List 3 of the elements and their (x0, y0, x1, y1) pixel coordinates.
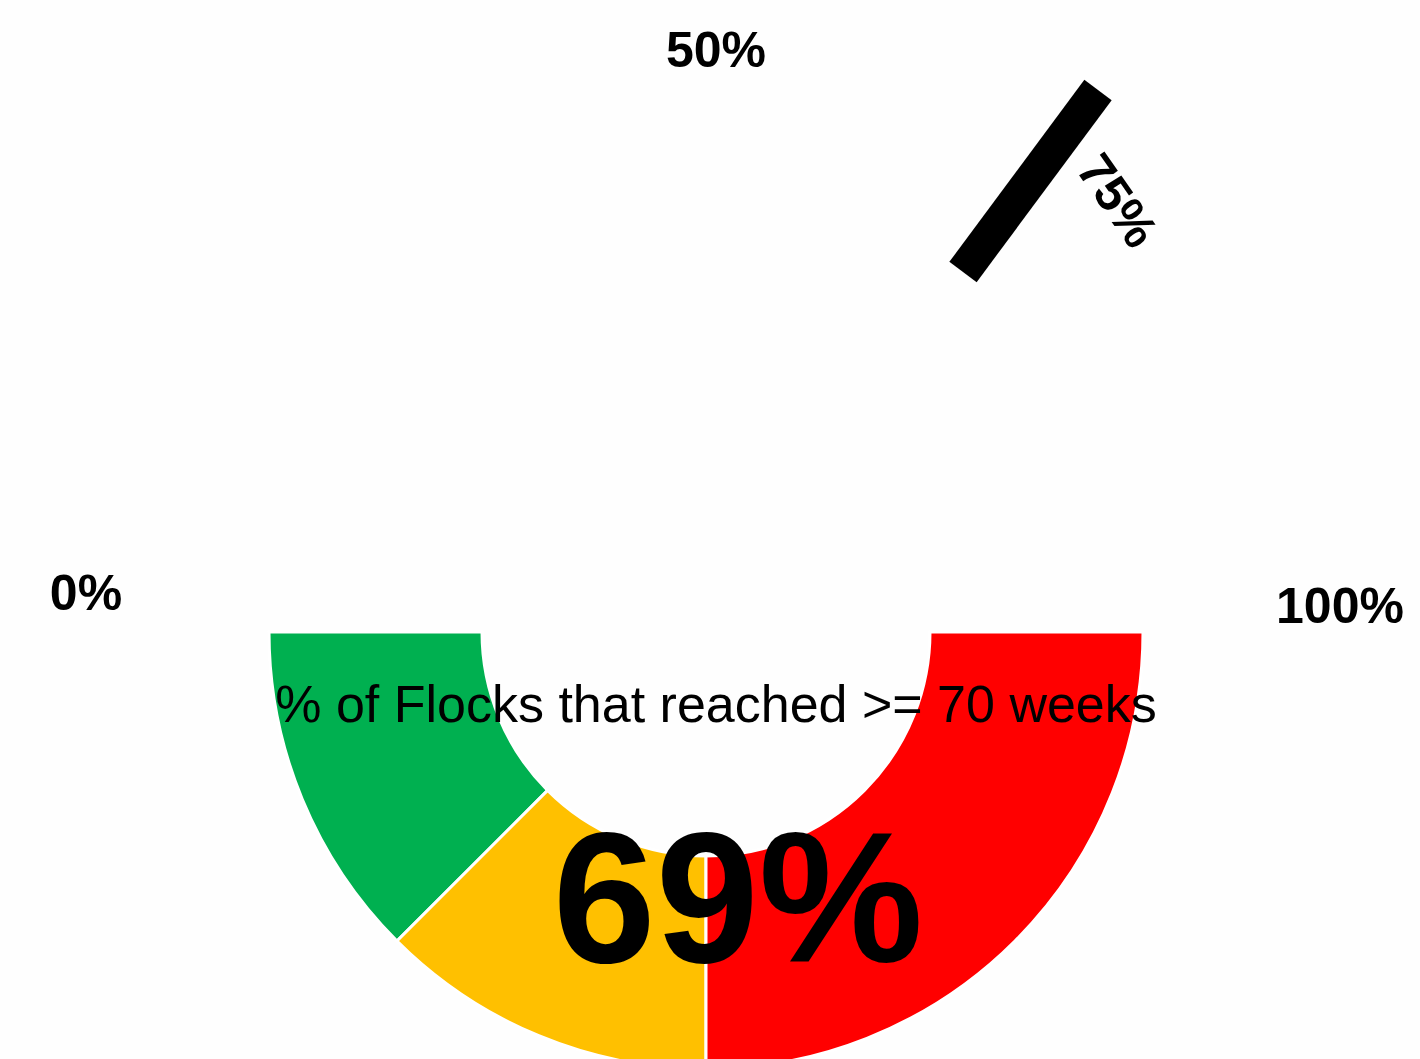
text: 0% (49, 565, 123, 621)
text: 50% (665, 22, 767, 78)
text: 100% (1276, 578, 1404, 634)
